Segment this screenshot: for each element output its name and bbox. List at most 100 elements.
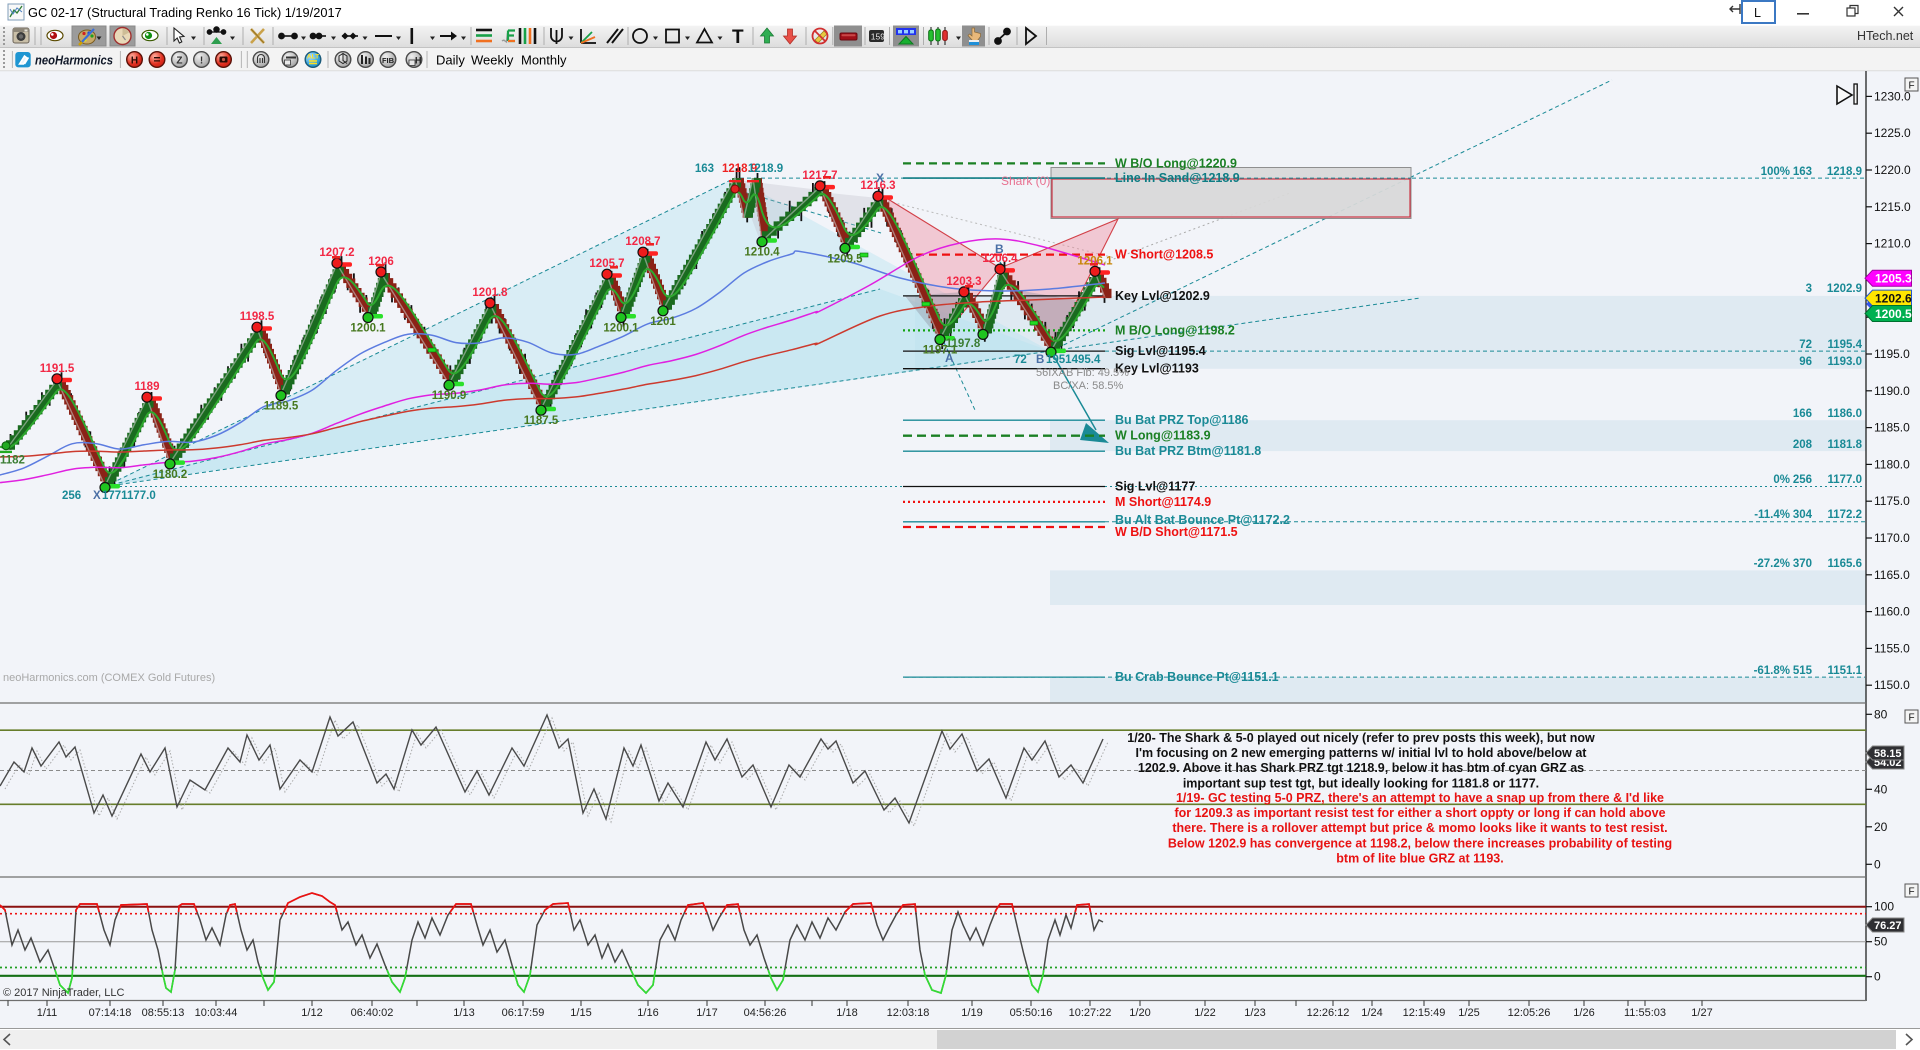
svg-text:1216.3: 1216.3 [860, 180, 895, 192]
svg-text:1/23: 1/23 [1244, 1007, 1265, 1019]
svg-text:56IXAB Fib: 49.5%: 56IXAB Fib: 49.5% [1036, 367, 1129, 379]
svg-text:80: 80 [1874, 707, 1888, 721]
svg-text:1/15: 1/15 [570, 1007, 591, 1019]
svg-text:!: ! [200, 55, 203, 66]
svg-text:H: H [131, 55, 138, 66]
svg-text:ALT: ALT [307, 54, 319, 61]
svg-text:06:17:59: 06:17:59 [502, 1007, 545, 1019]
svg-text:M B/O Long@1198.2: M B/O Long@1198.2 [1115, 323, 1235, 337]
svg-text:1210.0: 1210.0 [1874, 237, 1911, 251]
svg-text:1202.9: 1202.9 [1827, 283, 1862, 295]
svg-text:08:55:13: 08:55:13 [142, 1007, 185, 1019]
svg-text:1771177.0: 1771177.0 [102, 490, 156, 502]
svg-text:166: 166 [1793, 408, 1812, 420]
svg-text:F: F [1909, 81, 1915, 92]
svg-text:1180.0: 1180.0 [1874, 457, 1910, 471]
svg-text:Weekly: Weekly [471, 53, 514, 68]
svg-text:X: X [876, 171, 884, 185]
svg-text:515: 515 [1793, 665, 1813, 677]
svg-text:1203.3: 1203.3 [946, 276, 981, 288]
svg-text:for 1209.3 as important resist: for 1209.3 as important resist test for … [1174, 806, 1665, 820]
svg-text:W B/O Long@1220.9: W B/O Long@1220.9 [1115, 156, 1237, 170]
svg-text:M Short@1174.9: M Short@1174.9 [1115, 495, 1211, 509]
svg-text:304: 304 [1793, 509, 1813, 521]
svg-text:1208.7: 1208.7 [625, 236, 660, 248]
svg-text:1177.0: 1177.0 [1827, 474, 1862, 486]
svg-text:© 2017 NinjaTrader, LLC: © 2017 NinjaTrader, LLC [3, 987, 124, 999]
svg-text:1195.0: 1195.0 [1874, 347, 1910, 361]
svg-text:Monthly: Monthly [521, 53, 567, 68]
svg-text:1207.2: 1207.2 [319, 247, 354, 259]
svg-text:12:26:12: 12:26:12 [1307, 1007, 1350, 1019]
svg-text:Bu Bat PRZ Btm@1181.8: Bu Bat PRZ Btm@1181.8 [1115, 444, 1261, 458]
svg-text:B: B [995, 242, 1004, 256]
svg-text:96: 96 [1799, 356, 1812, 368]
svg-text:12:05:26: 12:05:26 [1508, 1007, 1551, 1019]
svg-text:W Long@1183.9: W Long@1183.9 [1115, 429, 1211, 443]
svg-text:72: 72 [1799, 339, 1812, 351]
svg-text:X: X [93, 490, 101, 502]
svg-text:12:03:18: 12:03:18 [887, 1007, 930, 1019]
svg-text:1182: 1182 [0, 455, 25, 467]
svg-text:1200.5: 1200.5 [1875, 307, 1912, 321]
svg-text:1206: 1206 [368, 256, 394, 268]
svg-text:Key Lvl@1202.9: Key Lvl@1202.9 [1115, 289, 1210, 303]
svg-text:0%: 0% [1773, 474, 1790, 486]
svg-text:W B/D Short@1171.5: W B/D Short@1171.5 [1115, 525, 1238, 539]
svg-text:Z: Z [176, 55, 182, 66]
svg-text:F: F [1909, 887, 1915, 898]
svg-text:40: 40 [1874, 782, 1888, 796]
svg-text:1/26: 1/26 [1573, 1007, 1594, 1019]
svg-text:neoHarmonics.com (COMEX Gold F: neoHarmonics.com (COMEX Gold Futures) [3, 672, 215, 684]
svg-text:72: 72 [1014, 354, 1027, 366]
svg-text:1205.7: 1205.7 [589, 258, 624, 270]
svg-text:1202.6: 1202.6 [1875, 292, 1912, 306]
svg-text:256: 256 [1793, 474, 1812, 486]
svg-text:1/17: 1/17 [696, 1007, 717, 1019]
svg-text:1/11: 1/11 [37, 1007, 58, 1019]
svg-text:50: 50 [1874, 935, 1888, 949]
svg-text:important sup test tgt, but id: important sup test tgt, but ideally look… [1183, 776, 1539, 790]
svg-text:1201.8: 1201.8 [472, 287, 508, 299]
svg-text:1197.8: 1197.8 [946, 338, 981, 350]
svg-text:1190.9: 1190.9 [432, 390, 467, 402]
svg-text:1/16: 1/16 [637, 1007, 658, 1019]
svg-text:1230.0: 1230.0 [1874, 89, 1911, 103]
svg-text:1150.0: 1150.0 [1874, 678, 1910, 692]
svg-text:163: 163 [695, 163, 714, 175]
svg-text:159: 159 [871, 32, 885, 42]
svg-text:1172.2: 1172.2 [1827, 509, 1862, 521]
svg-text:1/22: 1/22 [1194, 1007, 1215, 1019]
svg-text:H: H [415, 56, 422, 66]
svg-text:370: 370 [1793, 558, 1812, 570]
svg-text:1/27: 1/27 [1691, 1007, 1712, 1019]
svg-text:1218.9: 1218.9 [1827, 166, 1862, 178]
svg-text:163: 163 [1793, 166, 1812, 178]
svg-text:1165.6: 1165.6 [1827, 558, 1862, 570]
svg-text:1/20: 1/20 [1129, 1007, 1150, 1019]
svg-text:1165.0: 1165.0 [1874, 568, 1910, 582]
svg-text:3: 3 [1806, 283, 1812, 295]
svg-text:1181.8: 1181.8 [1827, 439, 1862, 451]
svg-text:1170.0: 1170.0 [1874, 531, 1910, 545]
svg-text:1155.0: 1155.0 [1874, 641, 1910, 655]
svg-text:A: A [945, 351, 954, 365]
svg-text:Shark (0): Shark (0) [1001, 174, 1050, 188]
svg-text:1225.0: 1225.0 [1874, 126, 1911, 140]
svg-text:-61.8%: -61.8% [1754, 665, 1790, 677]
svg-text:1190.0: 1190.0 [1874, 384, 1910, 398]
svg-text:1/24: 1/24 [1361, 1007, 1382, 1019]
svg-text:T: T [732, 27, 744, 48]
svg-text:Below 1202.9 has convergence a: Below 1202.9 has convergence at 1198.2, … [1168, 836, 1672, 850]
svg-text:1200.1: 1200.1 [603, 323, 639, 335]
svg-text:1218.9: 1218.9 [748, 163, 783, 175]
svg-text:1/25: 1/25 [1458, 1007, 1479, 1019]
svg-text:1205.3: 1205.3 [1875, 272, 1912, 286]
svg-text:100%: 100% [1761, 166, 1790, 178]
svg-text:1210.4: 1210.4 [744, 247, 780, 259]
svg-text:05:50:16: 05:50:16 [1010, 1007, 1053, 1019]
svg-text:1195.4: 1195.4 [1827, 339, 1862, 351]
svg-text:1198.5: 1198.5 [240, 311, 275, 323]
svg-text:Bu Alt Bat Bounce Pt@1172.2: Bu Alt Bat Bounce Pt@1172.2 [1115, 513, 1290, 527]
svg-text:Sig Lvl@1177: Sig Lvl@1177 [1115, 480, 1195, 494]
